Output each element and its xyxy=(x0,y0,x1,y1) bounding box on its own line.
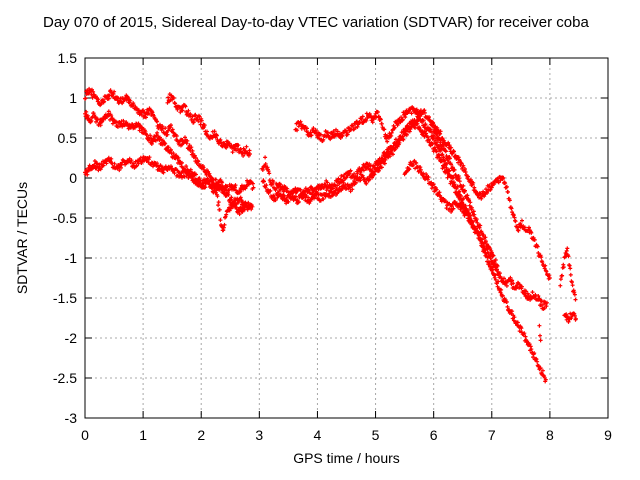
data-trace-C xyxy=(83,155,256,196)
y-tick-label: -2.5 xyxy=(52,370,77,386)
x-tick-label: 1 xyxy=(139,427,147,443)
x-tick-label: 9 xyxy=(604,427,612,443)
y-tick-label: -1.5 xyxy=(52,290,77,306)
grid-lines xyxy=(85,58,608,418)
data-trace-E xyxy=(260,118,549,311)
y-tick-label: 1 xyxy=(69,90,77,106)
y-tick-label: 0.5 xyxy=(57,130,77,146)
x-tick-label: 5 xyxy=(371,427,380,443)
y-tick-label: -3 xyxy=(64,410,77,426)
y-tick-label: -2 xyxy=(64,330,77,346)
data-trace-L xyxy=(537,323,543,343)
y-axis-label: SDTVAR / TECUs xyxy=(14,181,30,295)
data-trace-I xyxy=(402,158,474,227)
x-tick-label: 3 xyxy=(255,427,264,443)
y-tick-label: -0.5 xyxy=(52,210,77,226)
y-tick-label: -1 xyxy=(64,250,77,266)
x-tick-label: 0 xyxy=(81,427,89,443)
data-trace-G xyxy=(293,105,552,281)
x-tick-label: 6 xyxy=(429,427,438,443)
y-tick-label: 0 xyxy=(69,170,77,186)
data-trace-J xyxy=(558,246,578,302)
chart-title: Day 070 of 2015, Sidereal Day-to-day VTE… xyxy=(43,14,589,31)
y-tick-label: 1.5 xyxy=(57,50,77,66)
axis-ticks xyxy=(84,57,609,419)
data-trace-B xyxy=(83,109,254,233)
x-axis-label: GPS time / hours xyxy=(293,450,400,466)
x-tick-label: 8 xyxy=(545,427,554,443)
data-trace-D xyxy=(165,92,252,158)
plot-border xyxy=(84,57,609,419)
data-trace-H xyxy=(428,119,500,270)
data-trace-K xyxy=(562,311,578,324)
data-trace-F xyxy=(260,113,548,384)
x-tick-label: 4 xyxy=(313,427,322,443)
x-tick-label: 7 xyxy=(487,427,496,443)
x-tick-label: 2 xyxy=(197,427,206,443)
